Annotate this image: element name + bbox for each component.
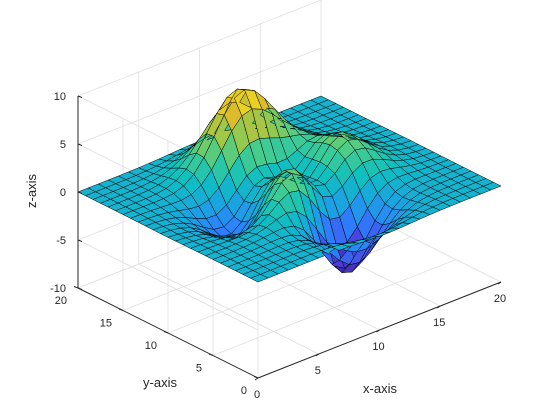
y-tick-label: 10 <box>145 340 157 352</box>
z-tick-label: -5 <box>56 235 66 247</box>
grid-line <box>77 0 322 97</box>
z-tick-label: 5 <box>60 139 66 151</box>
y-tick-labels: 0 5 10 15 20 <box>55 295 247 397</box>
surface-patch <box>483 182 502 191</box>
z-tick-label: -10 <box>50 283 66 295</box>
x-axis-label: x-axis <box>363 381 397 396</box>
y-tick-label: 5 <box>196 363 202 375</box>
y-tick-label: 15 <box>100 318 112 330</box>
y-tick-label: 0 <box>241 385 247 397</box>
tick-labels: 0 5 10 15 20 0 5 10 15 20 -10 -5 0 5 10 <box>50 91 506 401</box>
z-tick-mark <box>77 239 83 242</box>
x-tick-mark <box>315 353 320 357</box>
grid-line <box>212 259 457 356</box>
x-tick-labels: 0 5 10 15 20 <box>254 293 506 401</box>
z-axis-label: z-axis <box>24 174 39 208</box>
y-tick-mark <box>118 308 124 311</box>
y-tick-mark <box>73 286 79 289</box>
x-tick-label: 10 <box>372 341 384 353</box>
surface <box>77 88 502 283</box>
y-tick-label: 20 <box>55 295 67 307</box>
z-tick-mark <box>77 287 83 290</box>
z-tick-mark <box>77 191 83 194</box>
z-tick-label: 0 <box>60 187 66 199</box>
x-tick-mark <box>376 329 380 333</box>
x-tick-label: 15 <box>433 317 445 329</box>
x-tick-mark <box>436 305 441 309</box>
y-axis-label: y-axis <box>143 375 177 390</box>
x-tick-label: 20 <box>494 293 506 305</box>
z-tick-label: 10 <box>54 91 66 103</box>
y-tick-mark <box>163 331 169 334</box>
x-tick-label: 0 <box>254 389 260 401</box>
x-tick-mark <box>497 281 502 285</box>
x-tick-label: 5 <box>315 365 321 377</box>
grid-line <box>167 236 412 334</box>
grid-line <box>77 239 259 331</box>
y-tick-mark <box>208 353 214 356</box>
z-tick-mark <box>77 143 83 146</box>
z-tick-labels: -10 -5 0 5 10 <box>50 91 66 295</box>
grid-line <box>77 47 322 145</box>
y-tick-mark <box>253 376 259 379</box>
axes <box>73 95 502 381</box>
z-tick-mark <box>77 95 83 98</box>
